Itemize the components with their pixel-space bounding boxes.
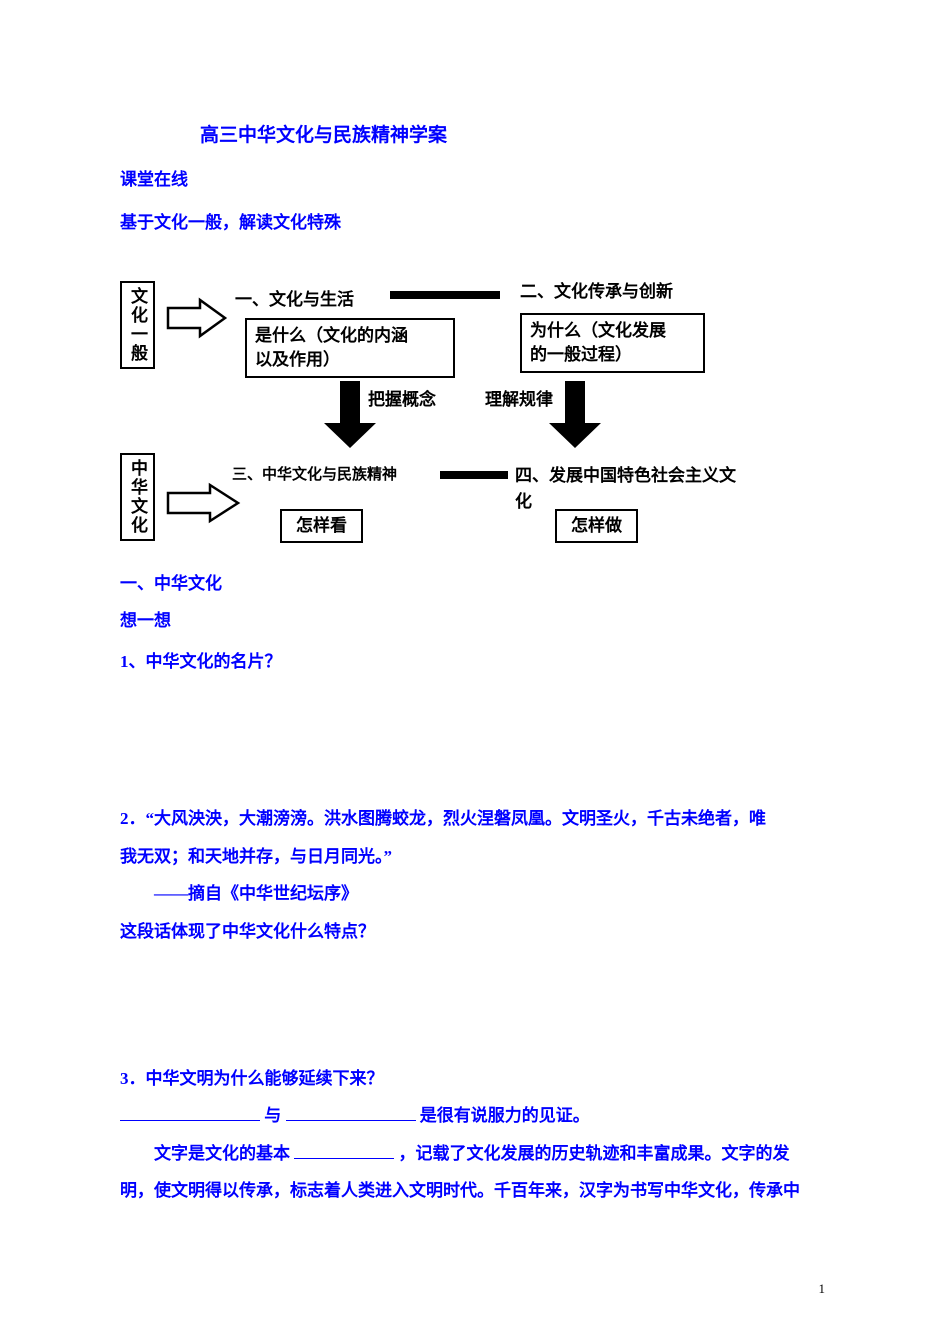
label-bottom-1: 三、中华文化与民族精神 (232, 463, 397, 484)
text-yu: 与 (264, 1106, 281, 1125)
label-understand: 理解规律 (485, 385, 553, 410)
heading-classroom: 课堂在线 (120, 165, 825, 190)
label-grasp: 把握概念 (368, 385, 436, 410)
box-culture-general: 文化一般 (120, 281, 155, 369)
box-what-l2: 以及作用） (255, 348, 445, 372)
question-3-line2: 文字是文化的基本 ，记载了文化发展的历史轨迹和丰富成果。文字的发 (120, 1135, 825, 1172)
box-what-l1: 是什么（文化的内涵 (255, 324, 445, 348)
box-why: 为什么（文化发展 的一般过程） (520, 313, 705, 373)
label-bottom-2a: 四、发展中国特色社会主义文 (515, 461, 736, 486)
diagram-svg (120, 263, 820, 553)
concept-diagram: 文化一般 中华文化 一、文化与生活 二、文化传承与创新 是什么（文化的内涵 以及… (120, 263, 820, 553)
label-top-2: 二、文化传承与创新 (520, 277, 673, 302)
box-what: 是什么（文化的内涵 以及作用） (245, 318, 455, 378)
box-how-do: 怎样做 (555, 509, 638, 543)
question-3-line1: 与 是很有说服力的见证。 (120, 1097, 825, 1134)
heading-subtitle: 基于文化一般，解读文化特殊 (120, 208, 825, 233)
question-2-source: ——摘自《中华世纪坛序》 (120, 875, 825, 912)
box-why-l1: 为什么（文化发展 (530, 319, 695, 343)
question-2-prompt: 这段话体现了中华文化什么特点？ (120, 913, 825, 950)
question-3-line3: 明，使文明得以传承，标志着人类进入文明时代。千百年来，汉字为书写中华文化，传承中 (120, 1172, 825, 1209)
box-how-see: 怎样看 (280, 509, 363, 543)
box-chinese-culture: 中华文化 (120, 453, 155, 541)
think-heading: 想一想 (120, 606, 825, 631)
section-1: 一、中华文化 (120, 569, 825, 594)
page-number: 1 (819, 1281, 826, 1297)
page-title: 高三中华文化与民族精神学案 (200, 120, 825, 147)
question-2-line1: 2．“大风泱泱，大潮滂滂。洪水图腾蛟龙，烈火涅磐凤凰。文明圣火，千古未绝者，唯 (120, 800, 825, 837)
text-wenzi-a: 文字是文化的基本 (154, 1144, 290, 1163)
question-3: 3．中华文明为什么能够延续下来？ (120, 1060, 825, 1097)
question-2-line2: 我无双；和天地并存，与日月同光。” (120, 838, 825, 875)
blank-1 (120, 1104, 260, 1121)
label-top-1: 一、文化与生活 (235, 285, 354, 310)
label-bottom-2b: 化 (515, 487, 532, 512)
text-witness: 是很有说服力的见证。 (420, 1106, 590, 1125)
question-1: 1、中华文化的名片？ (120, 643, 825, 680)
blank-3 (294, 1142, 394, 1159)
blank-2 (286, 1104, 416, 1121)
text-wenzi-b: ，记载了文化发展的历史轨迹和丰富成果。文字的发 (399, 1144, 790, 1163)
box-why-l2: 的一般过程） (530, 343, 695, 367)
